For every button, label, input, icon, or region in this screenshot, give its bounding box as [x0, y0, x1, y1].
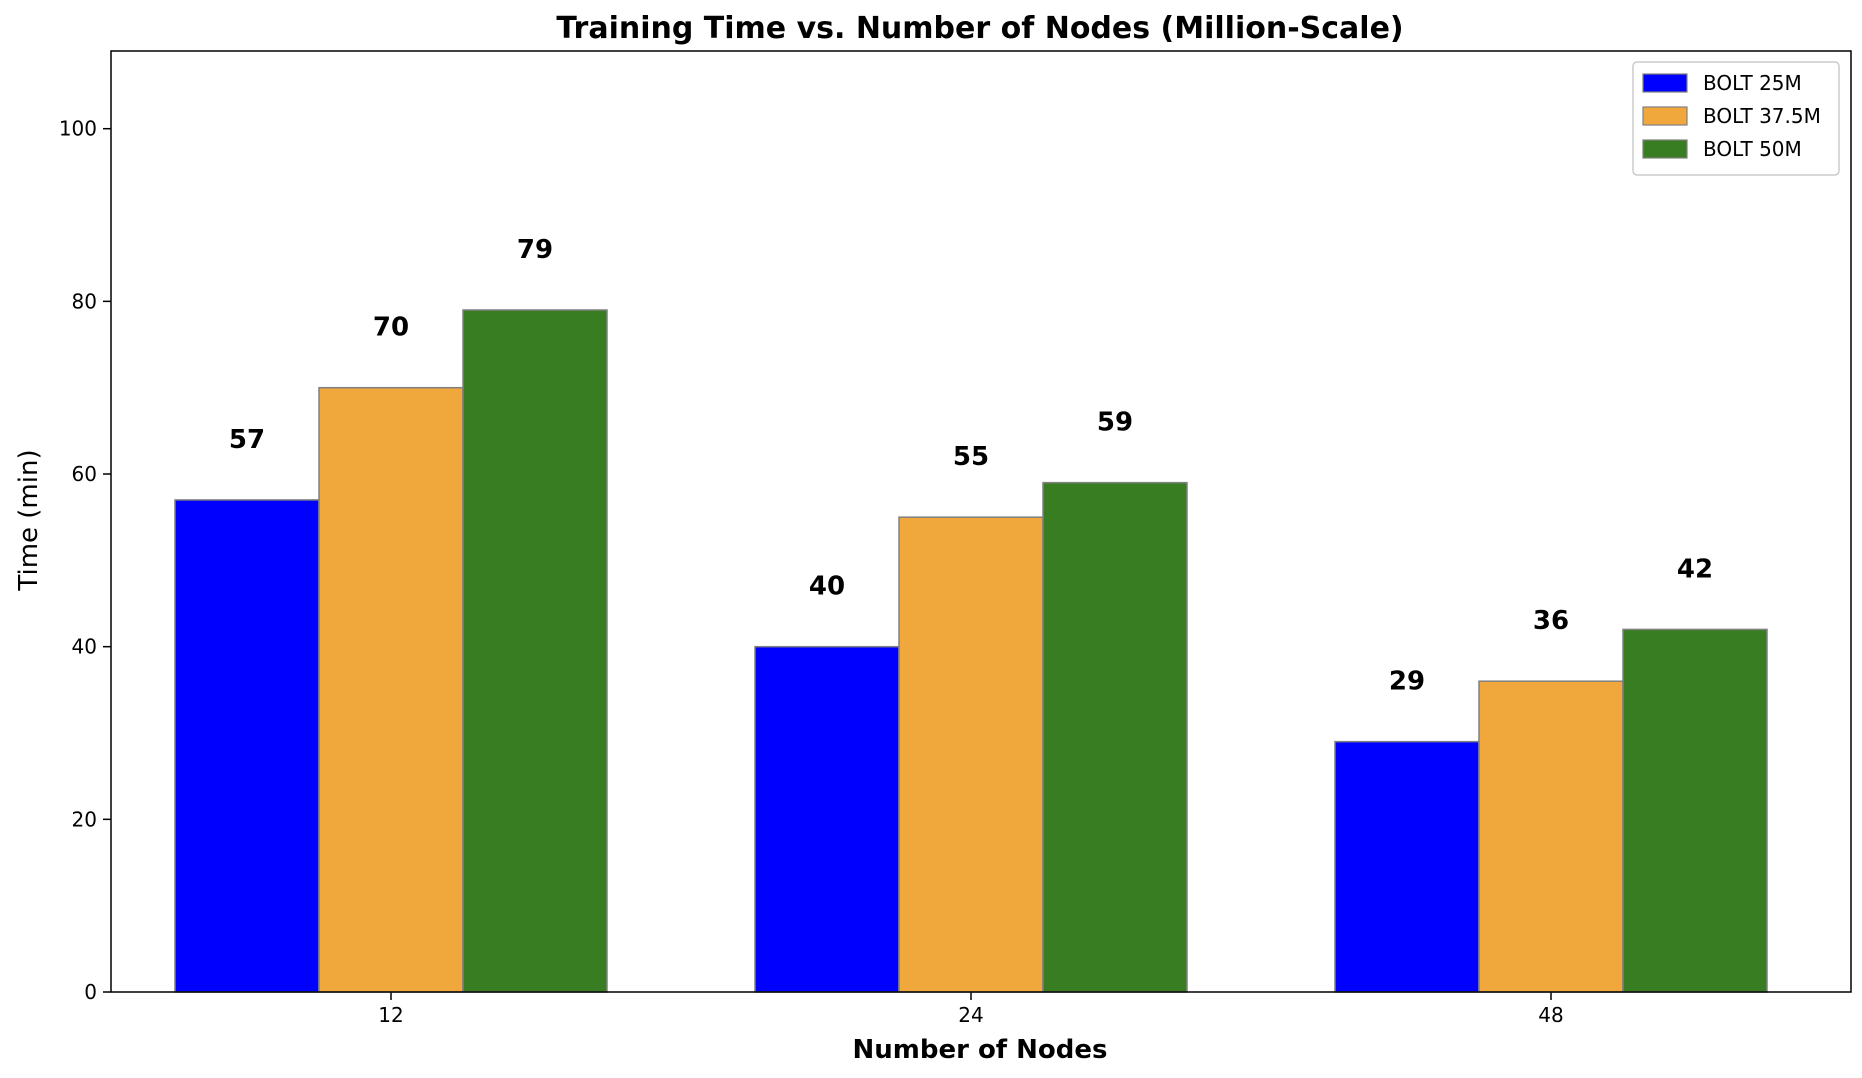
y-tick-label: 40 [72, 635, 97, 659]
y-axis-label: Time (min) [14, 449, 44, 591]
legend-swatch [1642, 73, 1688, 93]
x-tick-label: 48 [1538, 1003, 1563, 1027]
bar [1478, 680, 1624, 993]
chart-title: Training Time vs. Number of Nodes (Milli… [556, 11, 1403, 46]
bar [462, 309, 608, 993]
x-tick-label: 24 [958, 1003, 983, 1027]
bar [898, 516, 1044, 993]
bar-value-label: 57 [229, 425, 265, 455]
bar-value-label: 40 [809, 572, 845, 602]
legend-label: BOLT 37.5M [1703, 104, 1821, 128]
bar-value-label: 36 [1533, 606, 1569, 636]
bar-value-label: 55 [953, 442, 989, 472]
legend-label: BOLT 50M [1703, 137, 1802, 161]
bar [174, 499, 320, 993]
bar-value-label: 59 [1097, 408, 1133, 438]
bar [1622, 628, 1768, 993]
y-tick-label: 0 [84, 980, 97, 1004]
y-tick-label: 80 [72, 289, 97, 313]
bar-value-label: 79 [517, 235, 553, 265]
y-tick-label: 100 [59, 117, 97, 141]
legend-label: BOLT 25M [1703, 71, 1802, 95]
y-tick-label: 20 [72, 807, 97, 831]
bar-value-label: 29 [1389, 667, 1425, 697]
plot-area: 0 20 40 60 80 100 12 57 70 79 24 40 55 59 48 29 36 42 [59, 117, 1768, 1027]
bar-value-label: 42 [1677, 554, 1713, 584]
legend-swatch [1642, 139, 1688, 159]
plot-frame [110, 50, 1852, 993]
bar [1334, 740, 1480, 993]
bar [318, 386, 464, 993]
bar [754, 645, 900, 993]
x-axis-label: Number of Nodes [852, 1035, 1107, 1065]
bar-value-label: 70 [373, 313, 409, 343]
legend: BOLT 25M BOLT 37.5M BOLT 50M [1632, 61, 1840, 176]
x-tick-label: 12 [378, 1003, 403, 1027]
legend-swatch [1642, 106, 1688, 126]
bar [1042, 481, 1188, 993]
y-tick-label: 60 [72, 462, 97, 486]
